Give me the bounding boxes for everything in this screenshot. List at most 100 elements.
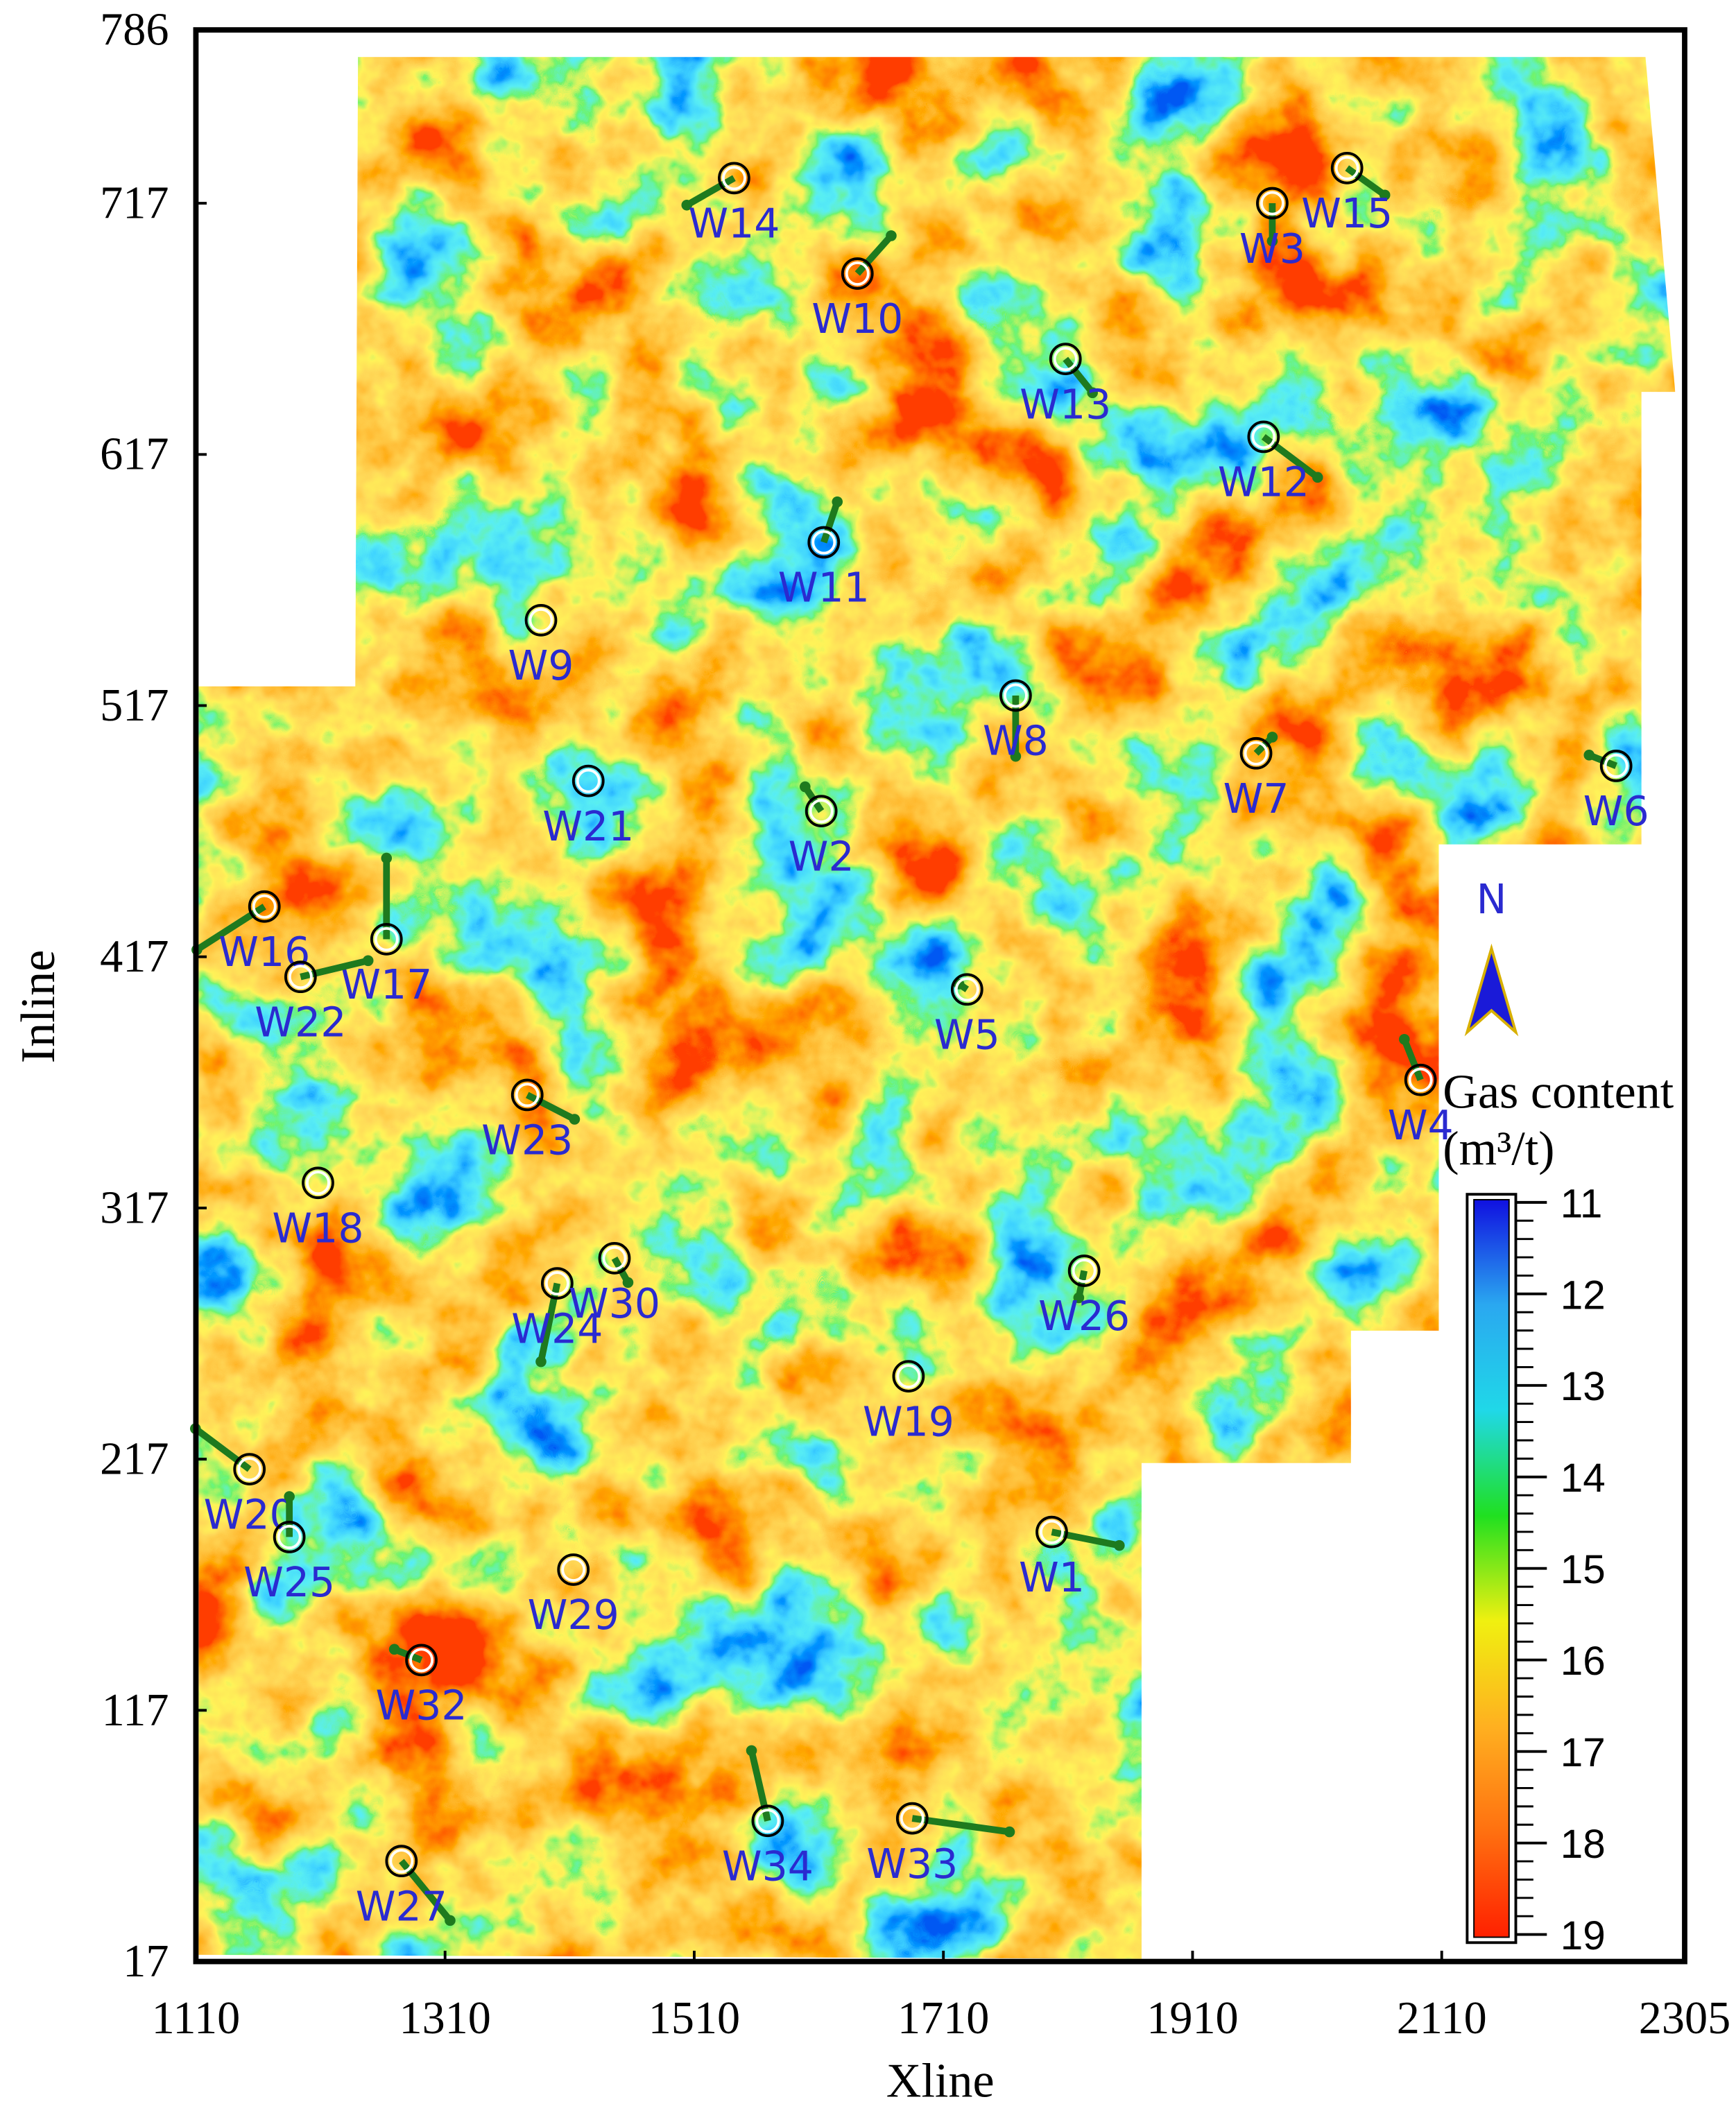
well-marker xyxy=(571,764,605,797)
well-bottom xyxy=(746,1745,757,1757)
north-arrow-icon xyxy=(1464,943,1519,1037)
well-bottom xyxy=(1004,1826,1015,1838)
well-bottom xyxy=(1266,235,1278,247)
y-tick-label: 217 xyxy=(100,1434,169,1485)
well-marker xyxy=(405,1644,438,1677)
well-label: W15 xyxy=(1301,190,1393,237)
well-marker xyxy=(1247,420,1280,454)
well-ring xyxy=(1334,155,1359,180)
well-marker xyxy=(598,1241,631,1275)
well-label: W11 xyxy=(778,564,870,612)
colorbar-ramp xyxy=(1473,1198,1510,1938)
well-label: W23 xyxy=(481,1117,573,1164)
colorbar-tick-label: 11 xyxy=(1561,1181,1603,1226)
colorbar-tick-label: 14 xyxy=(1561,1456,1606,1501)
well-marker xyxy=(1239,736,1273,770)
well-label: W6 xyxy=(1583,788,1649,835)
well-bottom xyxy=(1010,750,1022,762)
well-trajectory xyxy=(685,175,736,209)
colorbar-title: (m³/t) xyxy=(1443,1122,1554,1175)
y-tick-label: 17 xyxy=(123,1936,169,1987)
well-label: W18 xyxy=(272,1205,363,1252)
well-marker xyxy=(751,1804,784,1838)
well-label: W24 xyxy=(511,1305,603,1352)
well-trajectory xyxy=(1401,1037,1424,1081)
well-ring xyxy=(252,894,277,919)
well-bottom xyxy=(535,1356,547,1368)
well-trajectory xyxy=(399,1858,453,1923)
well-label: W1 xyxy=(1019,1554,1085,1601)
colorbar-tick-label: 16 xyxy=(1561,1639,1606,1684)
well-label: W8 xyxy=(983,718,1049,765)
colorbar-tick-label: 17 xyxy=(1561,1730,1606,1775)
well-marker xyxy=(1067,1254,1101,1287)
well-marker xyxy=(273,1521,306,1553)
colorbar: Gas content(m³/t)11 12 13 14 15 16 17 18 19 xyxy=(1443,1066,1674,1959)
well-ring xyxy=(1244,741,1269,766)
well-marker xyxy=(1404,1063,1437,1096)
x-tick-label: 1110 xyxy=(152,1993,241,2044)
well-bottom xyxy=(800,781,811,793)
well-label: W4 xyxy=(1388,1102,1454,1149)
well-bottom xyxy=(1379,189,1391,201)
well-bottom xyxy=(1266,732,1278,743)
well-label: W30 xyxy=(569,1280,660,1327)
y-axis-title: Inline xyxy=(12,950,65,1064)
colorbar-tick-label: 19 xyxy=(1561,1913,1606,1958)
well-ring xyxy=(1604,753,1628,778)
well-ring xyxy=(954,977,979,1002)
well-ring xyxy=(1072,1258,1097,1284)
well-label: W14 xyxy=(688,200,780,248)
y-tick-label: 517 xyxy=(100,680,169,731)
colorbar-tick-label: 13 xyxy=(1561,1364,1606,1409)
well-marker xyxy=(805,795,838,827)
well-label: W3 xyxy=(1239,225,1305,273)
well-label: W17 xyxy=(341,961,432,1008)
well-bottom xyxy=(1087,387,1098,399)
well-bottom xyxy=(1583,750,1595,761)
well-marker xyxy=(284,960,317,994)
well-marker xyxy=(807,526,841,559)
well-marker xyxy=(557,1553,590,1586)
well-bottom xyxy=(362,955,374,967)
well-ring xyxy=(1053,347,1078,372)
colorbar-tick-label: 12 xyxy=(1561,1273,1606,1318)
well-label: W32 xyxy=(376,1682,467,1730)
x-tick-label: 1510 xyxy=(648,1993,740,2044)
x-axis-title: Xline xyxy=(886,2054,995,2107)
well-bottom xyxy=(622,1277,634,1288)
well-label: W2 xyxy=(789,833,854,880)
well-ring xyxy=(374,926,399,951)
y-tick-label: 117 xyxy=(102,1685,169,1736)
well-ring xyxy=(544,1271,569,1296)
y-tick-label: 317 xyxy=(100,1182,169,1233)
well-label: W16 xyxy=(218,929,310,976)
well-ring xyxy=(1251,424,1276,449)
well-ring xyxy=(811,530,836,555)
well-label: W29 xyxy=(528,1592,619,1639)
x-tick-label: 2305 xyxy=(1639,1993,1730,2044)
well-trajectory xyxy=(195,904,266,953)
y-tick-label: 617 xyxy=(100,429,169,480)
y-tick-label: 717 xyxy=(100,178,169,228)
well-ring xyxy=(1260,191,1284,216)
well-label: W10 xyxy=(811,295,903,343)
well-ring xyxy=(277,1524,302,1549)
well-marker xyxy=(1049,343,1082,376)
well-marker xyxy=(1035,1515,1068,1549)
well-ring xyxy=(896,1364,921,1389)
well-ring xyxy=(1039,1519,1065,1544)
well-ring xyxy=(1003,683,1028,708)
x-tick-label: 2110 xyxy=(1397,1993,1487,2044)
well-trajectory xyxy=(526,1092,576,1123)
well-marker xyxy=(540,1267,574,1300)
well-marker xyxy=(524,603,558,637)
well-marker xyxy=(370,922,403,956)
well-bottom xyxy=(681,199,693,211)
well-bottom xyxy=(1073,1292,1085,1304)
well-label: W19 xyxy=(863,1398,954,1445)
x-tick-label: 1710 xyxy=(897,1993,989,2044)
well-marker xyxy=(1599,750,1633,782)
